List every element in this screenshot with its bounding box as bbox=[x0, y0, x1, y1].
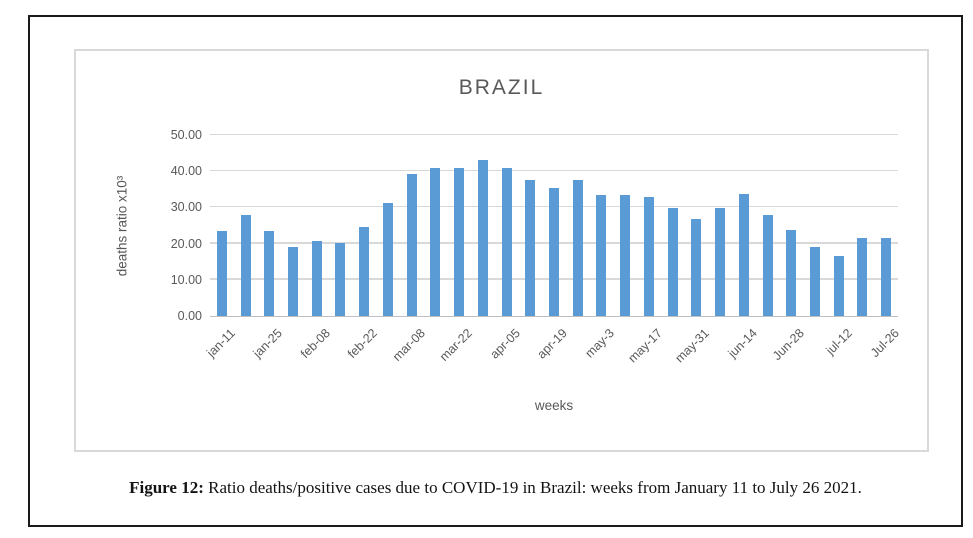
bar-jun-14 bbox=[738, 193, 749, 316]
bar-week-2 bbox=[240, 214, 251, 316]
x-tick-label: Jun-28 bbox=[770, 326, 808, 363]
bar-week-22 bbox=[715, 208, 726, 316]
y-axis-labels: 0.00 10.00 20.00 30.00 40.00 50.00 bbox=[76, 128, 202, 323]
figure-caption: Figure 12: Ratio deaths/positive cases d… bbox=[30, 478, 961, 498]
x-tick-label: feb-22 bbox=[345, 326, 381, 361]
figure-caption-text: Ratio deaths/positive cases due to COVID… bbox=[203, 478, 862, 497]
plot-area: jan-11 jan-25 feb-08 feb-22 mar-08 mar-22 apr-… bbox=[204, 133, 902, 365]
bar-feb-08 bbox=[311, 240, 322, 316]
bar-week-8 bbox=[382, 202, 393, 316]
x-tick-label: jan-25 bbox=[250, 326, 286, 361]
x-tick-label: may-3 bbox=[582, 326, 618, 361]
x-tick-label: may-31 bbox=[672, 326, 713, 366]
x-tick-label: apr-05 bbox=[486, 326, 523, 362]
bar-may-31 bbox=[691, 219, 702, 316]
bar-week-20 bbox=[667, 208, 678, 316]
x-tick-label: feb-08 bbox=[297, 326, 333, 361]
x-tick-label: jun-14 bbox=[725, 326, 760, 361]
figure-frame: BRAZIL jan-11 jan-25 feb-08 feb-22 mar-08 mar… bbox=[28, 15, 963, 527]
gridline bbox=[210, 169, 898, 172]
bar-week-4 bbox=[288, 246, 299, 316]
bar-week-16 bbox=[572, 179, 583, 316]
bar-may-3 bbox=[596, 195, 607, 316]
bar-mar-08 bbox=[406, 173, 417, 316]
bar-mar-22 bbox=[454, 168, 465, 316]
chart-container: BRAZIL jan-11 jan-25 feb-08 feb-22 mar-08 mar… bbox=[74, 49, 929, 452]
x-axis-title: weeks bbox=[534, 398, 574, 413]
y-tick-label: 10.00 bbox=[170, 272, 202, 287]
bar-feb-22 bbox=[359, 227, 370, 316]
y-tick-label: 0.00 bbox=[177, 309, 202, 323]
y-tick-label: 20.00 bbox=[170, 236, 202, 251]
figure-caption-prefix: Figure 12: bbox=[129, 478, 204, 497]
y-tick-label: 40.00 bbox=[170, 164, 202, 179]
x-tick-label: mar-08 bbox=[389, 326, 428, 364]
bar-week-14 bbox=[525, 179, 536, 316]
gridline bbox=[210, 133, 898, 135]
bar-may-17 bbox=[643, 197, 654, 316]
bar-jan-25 bbox=[264, 230, 275, 316]
bar-apr-19 bbox=[549, 188, 559, 316]
bar-week-28 bbox=[857, 237, 868, 316]
bar-week-24 bbox=[762, 215, 773, 316]
chart-title: BRAZIL bbox=[458, 76, 545, 99]
bar-week-26 bbox=[809, 247, 820, 316]
bar-week-12 bbox=[477, 159, 488, 316]
bar-Jun-28 bbox=[786, 229, 797, 316]
bar-week-6 bbox=[335, 242, 346, 316]
x-tick-label: jan-11 bbox=[203, 326, 238, 360]
y-tick-label: 50.00 bbox=[170, 128, 202, 142]
y-tick-label: 30.00 bbox=[170, 200, 202, 215]
bar-apr-05 bbox=[501, 168, 512, 316]
bar-week-10 bbox=[430, 168, 441, 316]
y-axis-title-text: deaths ratio x10³ bbox=[114, 175, 130, 277]
bar-jul-12 bbox=[833, 256, 844, 316]
x-tick-label: Jul-26 bbox=[868, 326, 903, 360]
bar-Jul-26 bbox=[881, 237, 892, 316]
bar-week-18 bbox=[620, 195, 631, 316]
x-tick-label: jul-12 bbox=[823, 326, 855, 358]
x-tick-label: apr-19 bbox=[534, 326, 570, 362]
bar-jan-11 bbox=[216, 230, 227, 316]
x-tick-label: mar-22 bbox=[437, 326, 475, 364]
x-axis-line bbox=[210, 315, 898, 317]
x-tick-label: may-17 bbox=[625, 326, 665, 366]
